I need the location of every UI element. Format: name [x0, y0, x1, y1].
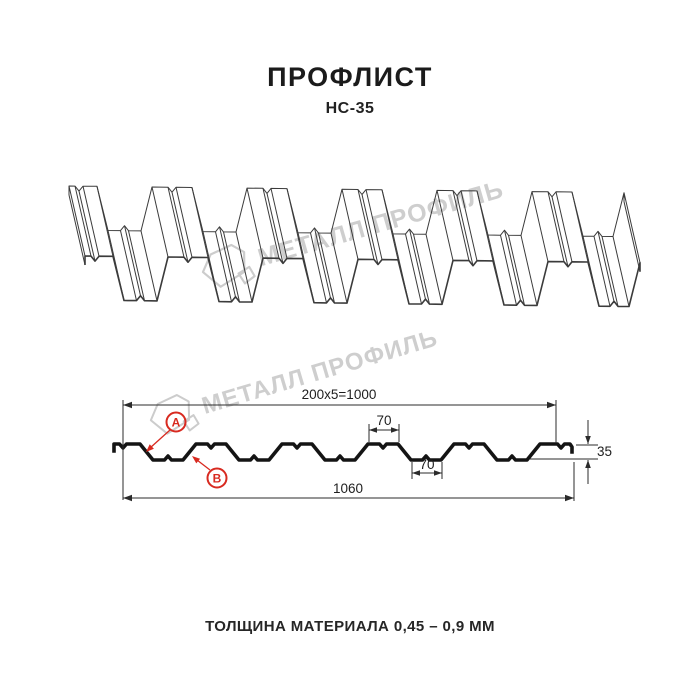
dimension-overall-width: 1060: [123, 462, 575, 502]
dim-top-span-label: 200x5=1000: [302, 387, 377, 402]
profile-outline: [112, 442, 574, 462]
perspective-view-drawing: [68, 185, 641, 308]
marker-b: B: [192, 456, 228, 489]
marker-b-label: B: [213, 472, 222, 486]
material-thickness-note: ТОЛЩИНА МАТЕРИАЛА 0,45 – 0,9 ММ: [205, 618, 495, 635]
dimension-height: 35: [530, 420, 612, 484]
dim-height-label: 35: [597, 444, 612, 459]
page-title: ПРОФЛИСТ: [267, 62, 433, 92]
profile-model-label: НС-35: [325, 100, 375, 117]
marker-a-label: A: [172, 416, 181, 430]
dimension-rib-bottom: 70: [411, 457, 443, 479]
dimension-rib-top: 70: [368, 413, 400, 442]
dimension-top-span: 200x5=1000: [122, 387, 557, 500]
marker-a: A: [146, 411, 187, 452]
dim-overall-width-label: 1060: [333, 481, 363, 496]
dim-rib-top-label: 70: [376, 413, 391, 428]
dim-rib-bottom-label: 70: [419, 457, 434, 472]
cross-section-drawing: 200x5=1000 70 70: [112, 387, 612, 502]
